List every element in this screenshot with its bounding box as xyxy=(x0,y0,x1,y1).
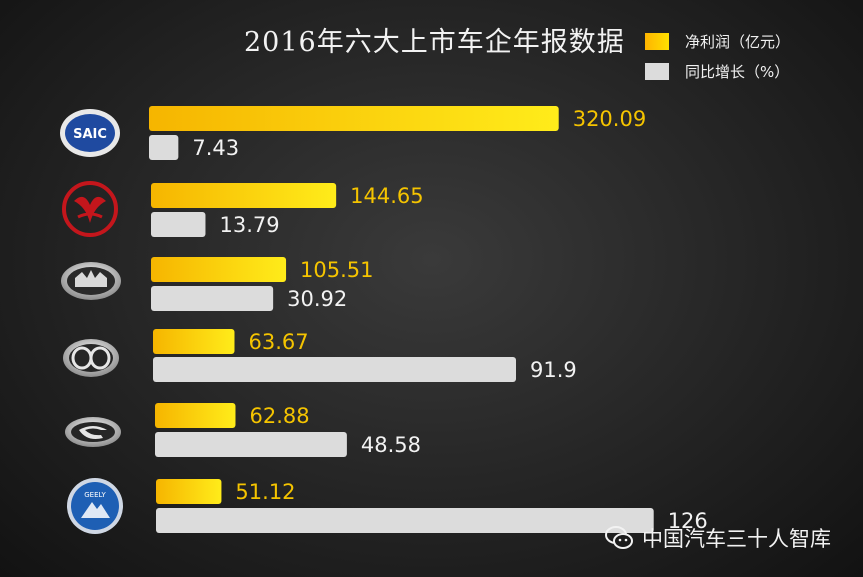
label-growth-5: 126 xyxy=(668,509,708,533)
bar-growth-3 xyxy=(153,357,517,382)
legend-swatch-growth xyxy=(645,63,669,80)
bar-profit-3 xyxy=(153,329,235,354)
saic-logo: SAIC xyxy=(60,109,120,157)
chart-title: 2016年六大上市车企年报数据 xyxy=(244,27,625,58)
geely-logo-text: GEELY xyxy=(84,491,106,499)
label-profit-2: 105.51 xyxy=(300,258,373,282)
great-wall-logo xyxy=(61,262,121,300)
legend-swatch-profit xyxy=(645,33,669,50)
saic-logo-text: SAIC xyxy=(73,127,107,142)
bar-growth-2 xyxy=(151,286,274,311)
bar-profit-0 xyxy=(149,106,559,131)
bar-profit-4 xyxy=(155,403,236,428)
label-profit-1: 144.65 xyxy=(350,184,423,208)
wechat-icon xyxy=(605,526,633,549)
bar-profit-2 xyxy=(151,257,287,282)
label-profit-5: 51.12 xyxy=(235,480,295,504)
label-growth-1: 13.79 xyxy=(219,213,279,237)
label-growth-0: 7.43 xyxy=(192,136,239,160)
label-profit-3: 63.67 xyxy=(248,330,308,354)
bar-profit-5 xyxy=(156,479,222,504)
bar-growth-0 xyxy=(149,135,179,160)
bar-growth-1 xyxy=(151,212,206,237)
legend-label-profit: 净利润（亿元） xyxy=(685,33,791,51)
watermark: 中国汽车三十人智库 xyxy=(604,523,831,553)
dongfeng-logo xyxy=(62,181,118,237)
label-profit-4: 62.88 xyxy=(249,404,309,428)
legend-label-growth: 同比增长（%） xyxy=(685,63,790,81)
legend-item-profit: 净利润（亿元） xyxy=(645,31,790,52)
label-profit-0: 320.09 xyxy=(573,107,646,131)
gac-logo xyxy=(65,417,121,447)
legend-item-growth: 同比增长（%） xyxy=(645,61,789,82)
label-growth-2: 30.92 xyxy=(287,287,347,311)
bar-growth-4 xyxy=(155,432,347,457)
bar-profit-1 xyxy=(151,183,337,208)
bar-growth-5 xyxy=(156,508,654,533)
watermark-text: 中国汽车三十人智库 xyxy=(642,527,831,551)
geely-logo: GEELY xyxy=(67,478,123,534)
label-growth-4: 48.58 xyxy=(361,433,421,457)
label-growth-3: 91.9 xyxy=(530,358,577,382)
baic-logo xyxy=(63,339,119,377)
